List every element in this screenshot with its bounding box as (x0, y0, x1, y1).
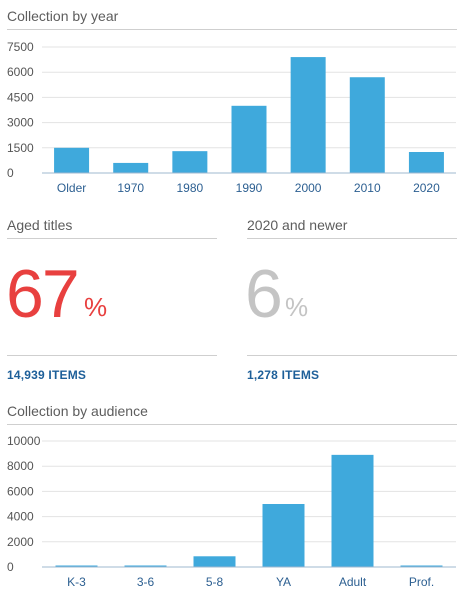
year-chart-category-label: 1990 (236, 181, 263, 195)
audience-chart-bar (331, 454, 374, 567)
newer-titles-label: 2020 and newer (247, 217, 348, 233)
audience-chart-category-label: 3-6 (137, 575, 155, 589)
year-chart-category-label: Older (57, 181, 86, 195)
audience-chart-bar (400, 565, 443, 567)
year-chart-bar (231, 105, 267, 173)
audience-chart-category-label: 5-8 (206, 575, 224, 589)
audience-chart-category-label: Prof. (409, 575, 434, 589)
aged-percent-value: 67 (6, 256, 80, 332)
aged-titles-label: Aged titles (7, 217, 73, 233)
audience-chart-ytick-label: 10000 (7, 434, 41, 448)
audience-chart-rule (7, 424, 457, 425)
audience-chart-ytick-label: 8000 (7, 459, 34, 473)
year-chart-ytick-label: 4500 (7, 90, 34, 104)
audience-chart-ytick-label: 2000 (7, 535, 34, 549)
aged-percent-sign: % (84, 292, 108, 322)
audience-chart: 0 2000 4000 6000 8000 10000 K-3 3-6 5-8 YA Adult Pr… (7, 434, 456, 589)
aged-items-rule (7, 355, 217, 356)
audience-chart-category-label: Adult (339, 575, 367, 589)
audience-chart-bar (55, 565, 98, 567)
year-chart-category-label: 2010 (354, 181, 381, 195)
year-chart-bar (349, 77, 385, 173)
newer-percent-sign: % (285, 292, 309, 322)
year-chart-rule (7, 29, 457, 30)
audience-chart-category-label: K-3 (67, 575, 86, 589)
year-chart-ytick-label: 1500 (7, 141, 34, 155)
year-chart-category-label: 1970 (117, 181, 144, 195)
newer-percent-value: 6 (245, 256, 283, 332)
year-chart-ytick-label: 6000 (7, 65, 34, 79)
newer-items-rule (247, 355, 457, 356)
aged-titles-rule (7, 238, 217, 239)
newer-items-count: 1,278 ITEMS (247, 368, 320, 382)
audience-chart-ytick-label: 4000 (7, 510, 34, 524)
year-chart-category-label: 2020 (413, 181, 440, 195)
audience-chart-ytick-label: 0 (7, 560, 14, 574)
audience-chart-bar (124, 565, 167, 567)
year-chart-ytick-label: 0 (7, 166, 14, 180)
audience-chart-bar (193, 556, 236, 567)
year-chart-bar (408, 152, 444, 173)
year-chart-bar (172, 151, 208, 173)
audience-chart-category-label: YA (276, 575, 291, 589)
year-chart-category-label: 1980 (177, 181, 204, 195)
audience-chart-title: Collection by audience (7, 403, 148, 419)
year-chart-bar (54, 147, 90, 173)
audience-chart-ytick-label: 6000 (7, 484, 34, 498)
year-chart: 0 1500 3000 4500 6000 7500 Older 1970 1980 1990 20… (7, 40, 456, 195)
year-chart-bar (113, 162, 149, 173)
year-chart-ytick-label: 7500 (7, 40, 34, 54)
year-chart-ytick-label: 3000 (7, 116, 34, 130)
year-chart-bar (290, 57, 326, 173)
year-chart-category-label: 2000 (295, 181, 322, 195)
audience-chart-bar (262, 504, 305, 567)
newer-titles-rule (247, 238, 457, 239)
aged-items-count: 14,939 ITEMS (7, 368, 87, 382)
year-chart-title: Collection by year (7, 8, 119, 24)
